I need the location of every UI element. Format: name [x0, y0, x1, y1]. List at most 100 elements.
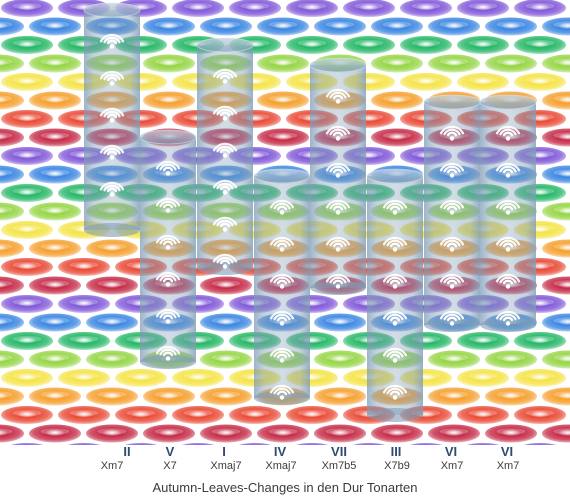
background-ellipse: [542, 91, 570, 110]
ellipse-highlight: [97, 391, 127, 398]
background-ellipse: [371, 128, 423, 147]
background-ellipse: [542, 202, 570, 221]
ellipse-highlight: [439, 428, 469, 435]
chord-label: Xmaj7: [210, 460, 242, 472]
ellipse-highlight: [0, 354, 13, 361]
background-ellipse: [0, 17, 24, 36]
ellipse-highlight: [525, 372, 555, 380]
ellipse-highlight: [126, 372, 156, 380]
background-ellipse: [523, 443, 557, 445]
background-ellipse: [0, 313, 24, 332]
chord-cylinder: [196, 37, 254, 275]
ellipse-highlight: [12, 113, 42, 121]
degree-label: III: [390, 444, 402, 459]
background-ellipse: [542, 387, 570, 406]
background-ellipse: [1, 184, 53, 202]
background-ellipse: [29, 350, 81, 369]
background-ellipse: [343, 36, 395, 54]
wifi-icon: [382, 273, 408, 289]
ellipse-highlight: [268, 95, 298, 102]
wifi-icon: [99, 70, 125, 86]
background-ellipse: [1, 147, 53, 165]
background-ellipse: [86, 424, 138, 443]
wifi-icon: [495, 236, 521, 252]
ellipse-highlight: [211, 280, 241, 287]
ellipse-highlight: [382, 95, 412, 102]
ellipse-highlight: [439, 391, 469, 398]
wifi-icon: [439, 236, 465, 252]
column-labels: II Xm7 V X7 I Xmaj7 IV Xmaj7 VII Xm7b5 I…: [0, 444, 570, 478]
chord-label: Xm7: [440, 460, 464, 472]
ellipse-highlight: [325, 391, 355, 398]
background-ellipse: [542, 239, 570, 258]
ellipse-highlight: [97, 280, 127, 287]
background-ellipse: [542, 424, 570, 443]
background-ellipse: [115, 406, 167, 424]
ellipse-highlight: [496, 354, 526, 361]
ellipse-highlight: [439, 21, 469, 28]
background-ellipse: [400, 73, 452, 91]
background-ellipse: [200, 424, 252, 443]
ellipse-highlight: [553, 58, 570, 65]
ellipse-highlight: [69, 298, 99, 306]
ellipse-highlight: [525, 335, 555, 343]
wifi-icon: [269, 236, 295, 252]
background-ellipse: [58, 295, 110, 313]
ellipse-highlight: [211, 428, 241, 435]
background-ellipse: [172, 0, 224, 17]
background-ellipse: [542, 313, 570, 332]
ellipse-highlight: [40, 354, 70, 361]
ellipse-highlight: [183, 2, 213, 10]
wifi-icon: [99, 181, 125, 197]
wifi-icon: [439, 199, 465, 215]
background-ellipse: [200, 387, 252, 406]
background-ellipse: [485, 17, 537, 36]
ellipse-highlight: [211, 21, 241, 28]
background-ellipse: [58, 258, 110, 276]
ellipse-highlight: [468, 39, 498, 47]
background-ellipse: [0, 387, 24, 406]
ellipse-highlight: [12, 150, 42, 158]
background-ellipse: [257, 17, 309, 36]
ellipse-highlight: [468, 409, 498, 417]
background-ellipse: [466, 443, 500, 445]
ellipse-highlight: [325, 428, 355, 435]
ellipse-highlight: [12, 409, 42, 417]
background-ellipse: [0, 202, 24, 221]
ellipse-highlight: [40, 317, 70, 324]
ellipse-highlight: [553, 354, 570, 361]
chord-cylinder: [309, 57, 367, 295]
background-ellipse: [400, 36, 452, 54]
background-ellipse: [0, 276, 24, 295]
wifi-icon: [269, 384, 295, 400]
wifi-icon: [155, 308, 181, 324]
background-ellipse: [286, 406, 338, 424]
ellipse-highlight: [354, 2, 384, 10]
chord-label: X7: [163, 460, 177, 472]
ellipse-highlight: [211, 391, 241, 398]
ellipse-highlight: [40, 58, 70, 65]
background-ellipse: [143, 91, 195, 110]
ellipse-highlight: [211, 354, 241, 361]
ellipse-highlight: [154, 58, 184, 65]
background-ellipse: [29, 128, 81, 147]
ellipse-highlight: [553, 206, 570, 213]
ellipse-highlight: [268, 58, 298, 65]
wifi-icon: [439, 125, 465, 141]
chord-cylinder: [479, 94, 537, 332]
ellipse-highlight: [12, 187, 42, 195]
background-ellipse: [457, 73, 509, 91]
background-ellipse: [257, 54, 309, 73]
ellipse-highlight: [126, 409, 156, 417]
background-ellipse: [172, 406, 224, 424]
background-ellipse: [286, 36, 338, 54]
background-ellipse: [29, 202, 81, 221]
background-ellipse: [86, 239, 138, 258]
wifi-icon: [212, 216, 238, 232]
background-ellipse: [1, 406, 53, 424]
degree-label: VI: [500, 444, 514, 459]
background-ellipse: [485, 424, 537, 443]
background-ellipse: [1, 295, 53, 313]
ellipse-highlight: [354, 39, 384, 47]
wifi-icon: [382, 310, 408, 326]
